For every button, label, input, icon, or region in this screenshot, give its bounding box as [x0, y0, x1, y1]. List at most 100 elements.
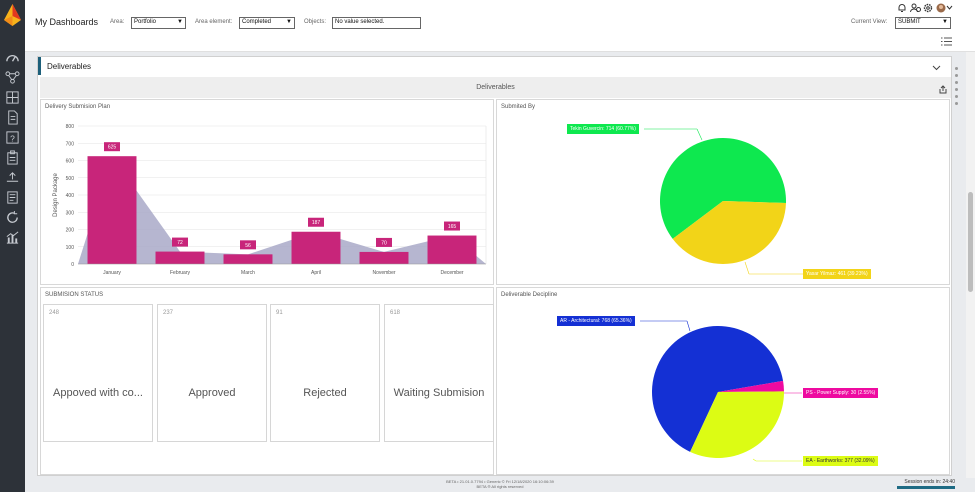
y-tick-label: 400 [66, 193, 75, 199]
grid-icon[interactable] [5, 90, 20, 105]
settings-icon[interactable] [923, 3, 933, 15]
data-label-bg [376, 237, 392, 247]
submitted-chart-title: Submited By [501, 104, 536, 110]
chart-icon[interactable] [5, 230, 20, 245]
status-tile[interactable]: 91 Rejected [270, 304, 380, 442]
slice-label-yasar: Yasar Yilmaz: 461 (39.23%) [803, 269, 871, 279]
x-tick-label: November [372, 270, 395, 276]
data-label: 625 [108, 145, 117, 151]
y-tick-label: 600 [66, 159, 75, 165]
discipline-chart-title: Deliverable Decipline [501, 292, 558, 298]
svg-text:?: ? [10, 133, 15, 143]
bell-icon[interactable] [897, 3, 907, 15]
clipboard-icon[interactable] [5, 150, 20, 165]
page-dot[interactable] [955, 74, 958, 77]
area-element-select[interactable]: Completed ▼ [239, 17, 295, 29]
status-label: Approved [188, 387, 236, 399]
slice-label-power-supply: PS - Power Supply: 30 (2.55%) [803, 388, 879, 398]
app-logo[interactable] [4, 4, 21, 26]
collapse-chevron-icon[interactable] [932, 58, 941, 76]
footer-copyright: BETA ® All rights reserved [476, 484, 524, 489]
bar [359, 251, 409, 264]
y-tick-label: 100 [66, 245, 75, 251]
page-dot[interactable] [955, 88, 958, 91]
dashboard-icon[interactable] [5, 50, 20, 65]
y-tick-label: 700 [66, 141, 75, 147]
footer-version: BETA • 21.01.0.7794 • Generic © Fri 12/1… [446, 479, 554, 484]
workflow-icon[interactable] [5, 70, 20, 85]
bar [87, 156, 137, 264]
y-tick-label: 500 [66, 176, 75, 182]
status-label: Appoved with co... [53, 387, 143, 399]
main-content: Deliverables Deliverables Delivery Submi… [25, 52, 965, 478]
help-icon[interactable]: ? [5, 130, 20, 145]
y-axis-label: Design Package [53, 172, 59, 216]
panel-header: Deliverables [38, 57, 951, 75]
x-tick-label: January [103, 270, 121, 276]
scrollbar[interactable] [966, 52, 975, 478]
current-view-select[interactable]: SUBMIT ▼ [895, 17, 951, 29]
delivery-chart-card: Delivery Submision Plan 800 700 600 500 400 3… [40, 99, 494, 285]
session-progress-bar [897, 486, 955, 489]
status-tile[interactable]: 237 Approved [157, 304, 267, 442]
area-series [78, 156, 486, 264]
export-icon[interactable] [939, 81, 947, 99]
data-label: 70 [381, 240, 387, 246]
page-dot[interactable] [955, 95, 958, 98]
area-select[interactable]: Portfolio ▼ [131, 17, 186, 29]
slice-label-architectural: AR - Architectural: 768 (65.36%) [557, 316, 635, 326]
y-tick-label: 200 [66, 228, 75, 234]
y-tick-label: 300 [66, 210, 75, 216]
pie-slice-architectural [652, 326, 784, 452]
sync-icon[interactable] [5, 210, 20, 225]
book-icon[interactable] [5, 190, 20, 205]
list-view-icon[interactable] [941, 37, 952, 48]
objects-field[interactable]: No value selected. [332, 17, 421, 29]
status-count: 618 [390, 310, 401, 316]
submitted-pie-chart [644, 128, 803, 275]
y-tick-label: 800 [66, 124, 75, 130]
submission-status-title: SUBMISION STATUS [45, 292, 104, 298]
status-tile[interactable]: 618 Waiting Submision [384, 304, 494, 442]
area-select-value: Portfolio [134, 19, 157, 25]
top-bar: My Dashboards Area: Portfolio ▼ Area ele… [25, 0, 975, 52]
data-label-bg [240, 240, 256, 250]
bar [155, 251, 205, 264]
status-label: Waiting Submision [393, 387, 485, 399]
page-dot[interactable] [955, 81, 958, 84]
y-tick-label: 0 [71, 262, 74, 268]
current-view-select-value: SUBMIT [898, 19, 921, 25]
pie-slice-yasar [672, 201, 786, 265]
discipline-pie-chart [640, 320, 802, 462]
delivery-chart-title: Delivery Submision Plan [45, 104, 111, 110]
bar [427, 235, 477, 264]
x-tick-label: February [170, 270, 191, 276]
data-label-bg [308, 217, 324, 227]
panel-subtitle: Deliverables [476, 84, 515, 91]
x-tick-label: March [241, 270, 255, 276]
document-icon[interactable] [5, 110, 20, 125]
slice-label-earthworks: EA - Earthworks: 377 (32.09%) [803, 456, 878, 466]
discipline-chart-card: Deliverable Decipline AR - Architectural… [496, 287, 950, 475]
sidebar: ? [0, 0, 25, 492]
pie-slice-power-supply [718, 380, 784, 392]
upload-icon[interactable] [5, 170, 20, 185]
users-icon[interactable] [910, 3, 921, 15]
scrollbar-thumb[interactable] [968, 192, 973, 292]
x-tick-label: December [440, 270, 463, 276]
status-count: 91 [276, 310, 283, 316]
pie-slice-earthworks [690, 391, 784, 458]
data-label: 165 [448, 224, 457, 230]
page-title: My Dashboards [35, 17, 99, 27]
status-count: 248 [49, 310, 60, 316]
page-dot[interactable] [955, 102, 958, 105]
status-count: 237 [163, 310, 174, 316]
status-tile[interactable]: 248 Appoved with co... [43, 304, 153, 442]
avatar[interactable] [936, 3, 953, 15]
status-label: Rejected [303, 387, 347, 399]
chevron-down-icon: ▼ [177, 19, 183, 25]
submission-status-card: SUBMISION STATUS 248 Appoved with co... … [40, 287, 494, 475]
page-dot[interactable] [955, 67, 958, 70]
x-tick-label: April [311, 270, 321, 276]
chevron-down-icon: ▼ [286, 19, 292, 25]
